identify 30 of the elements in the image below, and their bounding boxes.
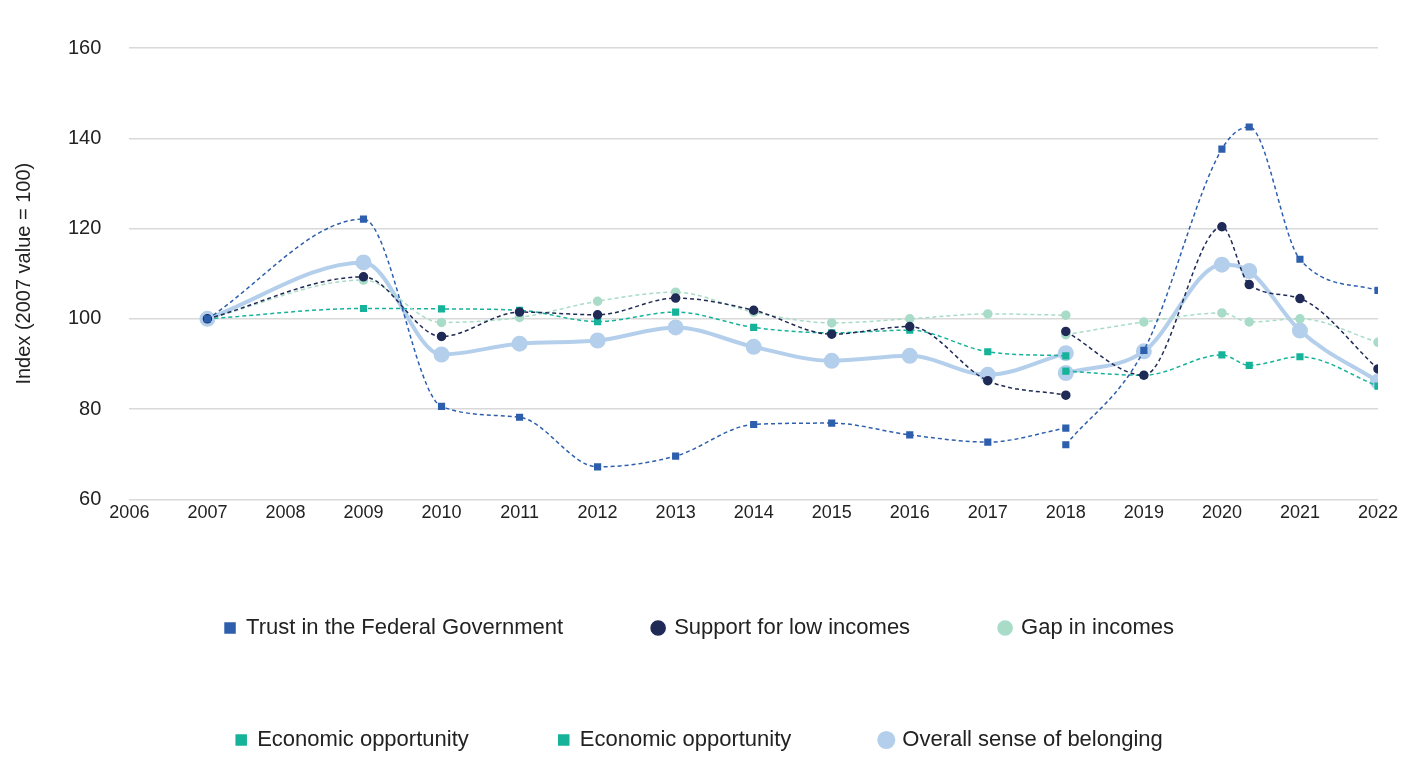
y-tick-label: 80 — [79, 396, 102, 419]
legend-label: Support for low incomes — [674, 614, 911, 640]
x-tick-label: 2012 — [577, 502, 618, 523]
x-tick-label: 2021 — [1279, 502, 1320, 523]
x-tick-label: 2019 — [1123, 502, 1164, 523]
x-tick-label: 2009 — [343, 502, 384, 523]
x-tick-label: 2016 — [889, 502, 930, 523]
y-tick-label: 60 — [79, 486, 102, 509]
x-tick-label: 2011 — [500, 502, 539, 523]
legend-label: Economic opportunity — [257, 726, 469, 752]
y-axis-title: Index (2007 value = 100) — [11, 162, 34, 385]
x-tick-label: 2014 — [733, 502, 774, 523]
x-tick-label: 2018 — [1045, 502, 1086, 523]
legend-label: Overall sense of belonging — [902, 726, 1163, 752]
legend-label: Economic opportunity — [579, 726, 792, 752]
y-tick-label: 160 — [67, 35, 102, 58]
x-tick-label: 2022 — [1357, 502, 1398, 523]
y-tick-label: 140 — [67, 125, 102, 148]
y-tick-label: 100 — [67, 306, 102, 329]
x-tick-label: 2015 — [811, 502, 852, 523]
x-tick-label: 2010 — [421, 502, 462, 523]
legend-label: Trust in the Federal Government — [246, 614, 564, 640]
x-tick-label: 2017 — [967, 502, 1008, 523]
x-tick-label: 2007 — [187, 502, 228, 523]
legend-label: Gap in incomes — [1021, 614, 1174, 640]
x-tick-label: 2013 — [655, 502, 696, 523]
y-tick-label: 120 — [67, 216, 102, 239]
x-tick-label: 2006 — [109, 502, 150, 523]
x-tick-label: 2008 — [265, 502, 306, 523]
x-tick-label: 2020 — [1201, 502, 1242, 523]
